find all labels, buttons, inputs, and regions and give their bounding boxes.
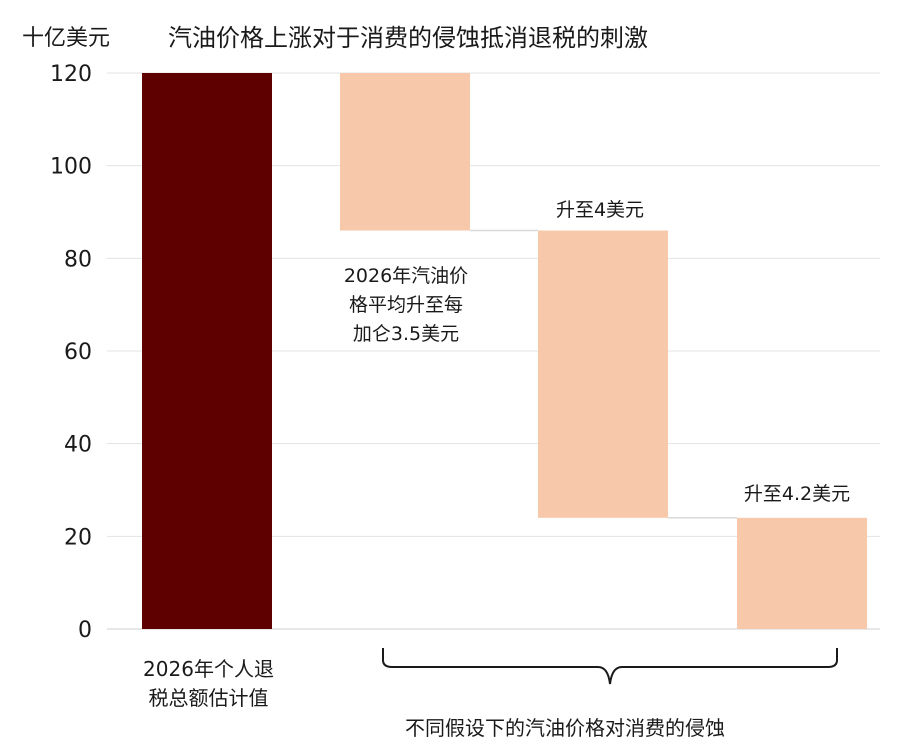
category-label-refund: 2026年个人退 税总额估计值	[126, 655, 291, 713]
bar	[142, 73, 272, 629]
bar	[340, 73, 470, 231]
category-label-line: 税总额估计值	[148, 686, 269, 710]
connector-lines	[470, 229, 737, 519]
bar	[538, 230, 668, 518]
annotation-line: 2026年汽油价	[343, 265, 469, 287]
y-axis-ticks: 0 20 40 60 80 100 120	[50, 62, 92, 643]
y-tick-label: 120	[50, 62, 92, 87]
y-tick-label: 0	[78, 618, 92, 643]
annotation-4-2-dollars: 升至4.2美元	[743, 483, 851, 505]
chart-title: 汽油价格上涨对于消费的侵蚀抵消退税的刺激	[168, 24, 648, 52]
bracket-brace	[382, 648, 838, 685]
annotation-line: 加仑3.5美元	[352, 323, 460, 345]
annotation-4-dollars: 升至4美元	[555, 199, 645, 221]
y-tick-label: 100	[50, 155, 92, 180]
bar	[737, 517, 867, 629]
category-label-line: 2026年个人退	[143, 657, 274, 681]
annotation-line: 格平均升至每	[348, 294, 463, 316]
y-tick-label: 40	[64, 433, 92, 458]
y-tick-label: 20	[64, 525, 92, 550]
y-axis-unit-label: 十亿美元	[22, 26, 111, 51]
bars	[142, 73, 867, 629]
y-tick-label: 60	[64, 340, 92, 365]
annotation-3-5-dollars: 2026年汽油价 格平均升至每 加仑3.5美元	[318, 262, 494, 349]
y-tick-label: 80	[64, 247, 92, 272]
bracket-label: 不同假设下的汽油价格对消费的侵蚀	[405, 716, 725, 740]
